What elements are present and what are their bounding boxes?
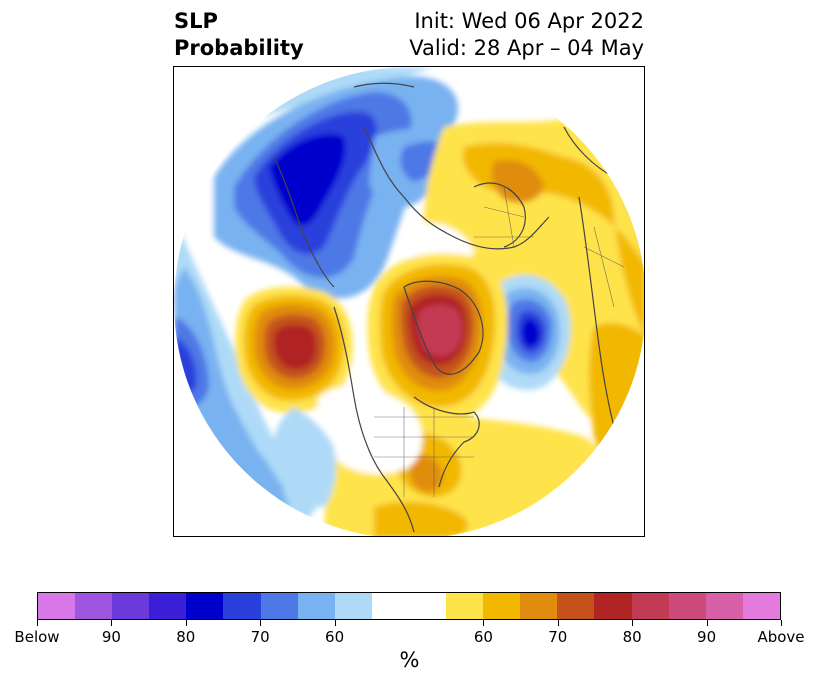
colorbar-segment (446, 593, 484, 619)
colorbar-tick (185, 620, 187, 626)
colorbar-segment (297, 593, 335, 619)
colorbar-segment (149, 593, 187, 619)
colorbar-segment (223, 593, 261, 619)
borders (374, 186, 625, 497)
colorbar-tick (334, 620, 336, 626)
colorbar-tick-label: 70 (250, 628, 270, 646)
colorbar-segment (594, 593, 632, 619)
colorbar-tick-label: 90 (101, 628, 121, 646)
colorbar-tick-label: 80 (176, 628, 196, 646)
colorbar-tick-label: Above (757, 628, 805, 646)
title-left: SLP Probability (174, 8, 304, 62)
colorbar-segment (668, 593, 706, 619)
colorbar-tick-label: 90 (697, 628, 717, 646)
colorbar-tick (37, 620, 38, 626)
colorbar-tick (483, 620, 485, 626)
colorbar-segment (38, 593, 76, 619)
colorbar-segment (631, 593, 669, 619)
colorbar-segment (705, 593, 743, 619)
colorbar-tick-label: 70 (548, 628, 568, 646)
colorbar-segment (520, 593, 558, 619)
polar-map (174, 67, 644, 536)
colorbar-ticks: Below 90 80 70 60 60 70 80 90 Above (14, 620, 805, 650)
colorbar-tick (781, 620, 782, 626)
colorbar-tick-label: 60 (473, 628, 493, 646)
colorbar-segment (186, 593, 224, 619)
title-valid: Valid: 28 Apr – 04 May (409, 36, 644, 60)
colorbar-segment (112, 593, 150, 619)
colorbar-tick (632, 620, 634, 626)
colorbar-tick (111, 620, 113, 626)
title-init: Init: Wed 06 Apr 2022 (414, 9, 644, 33)
colorbar-tick-label: 80 (622, 628, 642, 646)
colorbar-tick-label: Below (14, 628, 60, 646)
colorbar-segment (75, 593, 113, 619)
colorbar-segment (260, 593, 298, 619)
colorbar-unit-label: % (399, 648, 420, 672)
title-product: Probability (174, 36, 304, 60)
colorbar-segment (408, 593, 447, 619)
colorbar-segment (742, 593, 780, 619)
colorbar-segment (483, 593, 521, 619)
colorbar (37, 592, 781, 620)
colorbar-segment (557, 593, 595, 619)
colorbar-tick (260, 620, 262, 626)
title-right: Init: Wed 06 Apr 2022 Valid: 28 Apr – 04… (409, 8, 644, 62)
colorbar-tick (706, 620, 708, 626)
colorbar-segment (371, 593, 409, 619)
title-variable: SLP (174, 9, 218, 33)
colorbar-segment (334, 593, 372, 619)
map-panel (173, 66, 645, 537)
colorbar-tick-label: 60 (325, 628, 345, 646)
colorbar-tick (557, 620, 559, 626)
